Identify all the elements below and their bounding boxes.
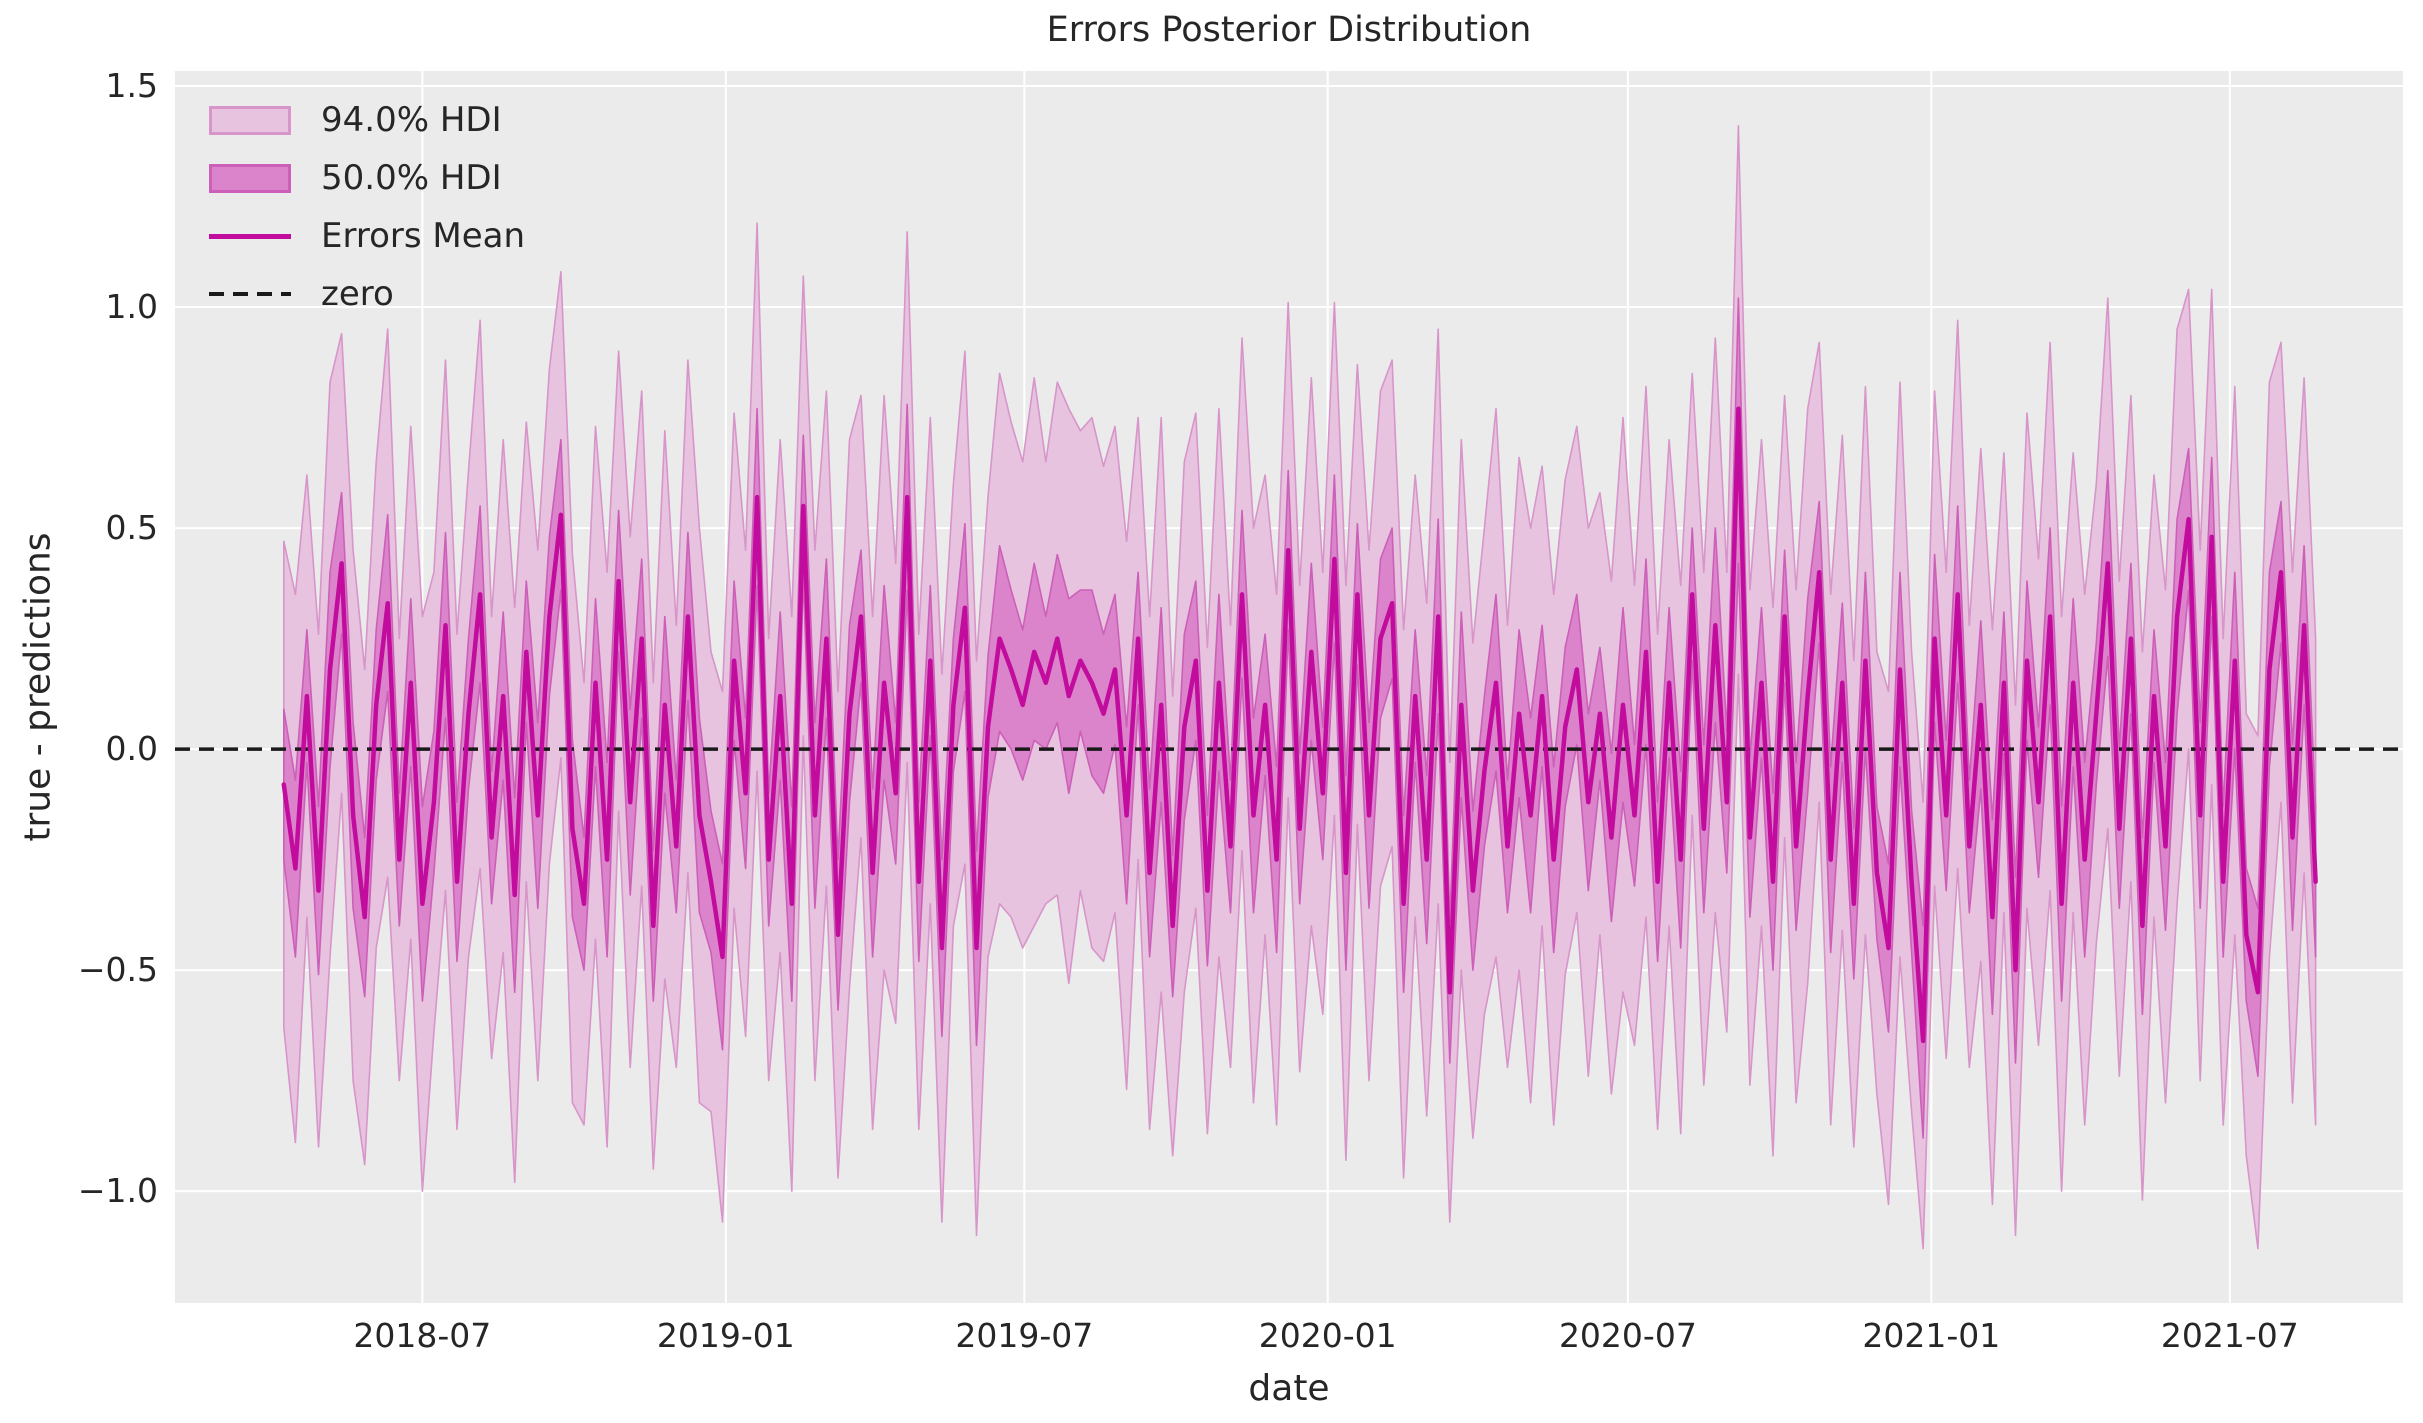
y-tick-label: 1.0 bbox=[105, 287, 158, 327]
legend: 94.0% HDI 50.0% HDI Errors Mean zero bbox=[209, 100, 525, 337]
chart-title: Errors Posterior Distribution bbox=[1046, 10, 1532, 50]
x-tick-label: 2021-07 bbox=[2160, 1316, 2299, 1355]
chart-canvas bbox=[175, 71, 2403, 1303]
legend-label: 50.0% HDI bbox=[321, 158, 502, 198]
errors-mean-line bbox=[281, 406, 2318, 1044]
hdi50-band bbox=[283, 297, 2317, 1139]
y-tick-label: 1.5 bbox=[105, 66, 158, 106]
y-tick-label: 0.5 bbox=[105, 508, 158, 548]
x-tick-label: 2020-07 bbox=[1558, 1316, 1697, 1355]
y-tick-label: 0.0 bbox=[105, 729, 158, 769]
legend-label: zero bbox=[321, 274, 394, 314]
x-tick-label: 2019-01 bbox=[656, 1316, 795, 1355]
legend-item-zero: zero bbox=[209, 274, 525, 314]
legend-label: Errors Mean bbox=[321, 216, 526, 256]
x-axis-label: date bbox=[1248, 1368, 1330, 1409]
legend-item-hdi50: 50.0% HDI bbox=[209, 158, 525, 198]
x-tick-label: 2021-01 bbox=[1862, 1316, 2001, 1355]
y-axis-label: true - predictions bbox=[17, 532, 59, 842]
legend-label: 94.0% HDI bbox=[321, 100, 502, 140]
plot-area: 94.0% HDI 50.0% HDI Errors Mean zero bbox=[175, 71, 2403, 1303]
hdi94-swatch-icon bbox=[209, 105, 291, 135]
x-tick-label: 2018-07 bbox=[353, 1316, 492, 1355]
mean-line-swatch-icon bbox=[209, 221, 291, 251]
y-tick-label: −1.0 bbox=[77, 1171, 158, 1211]
hdi94-band bbox=[283, 124, 2317, 1250]
zero-dashed-swatch-icon bbox=[209, 279, 291, 309]
legend-item-mean: Errors Mean bbox=[209, 216, 525, 256]
y-tick-label: −0.5 bbox=[77, 950, 158, 990]
legend-item-hdi94: 94.0% HDI bbox=[209, 100, 525, 140]
x-tick-label: 2020-01 bbox=[1258, 1316, 1397, 1355]
hdi50-swatch-icon bbox=[209, 163, 291, 193]
x-tick-label: 2019-07 bbox=[955, 1316, 1094, 1355]
